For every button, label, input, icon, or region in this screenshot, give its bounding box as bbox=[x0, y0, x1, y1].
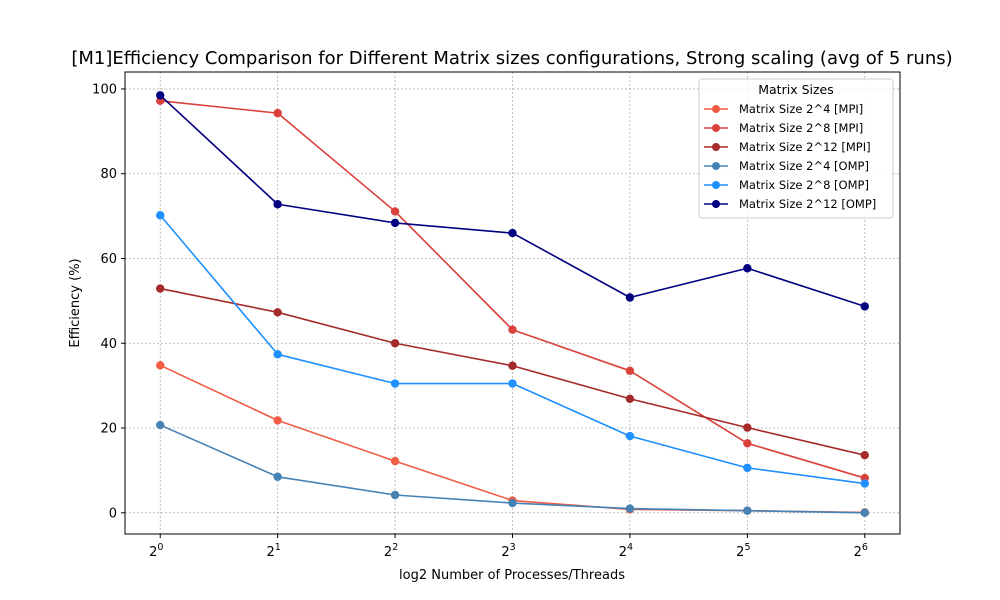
y-axis-ticks: 0 20 40 60 80 100 bbox=[92, 82, 125, 521]
x-tick-label: 25 bbox=[736, 542, 750, 560]
data-point bbox=[390, 339, 400, 348]
series-layer bbox=[156, 91, 869, 518]
series-5 bbox=[156, 211, 869, 488]
legend-label: Matrix Size 2^8 [MPI] bbox=[739, 121, 863, 135]
data-point bbox=[390, 379, 400, 388]
x-tick-label: 26 bbox=[854, 542, 868, 560]
data-point bbox=[273, 308, 282, 317]
legend-item: Matrix Size 2^8 [MPI] bbox=[704, 121, 863, 135]
data-point bbox=[860, 302, 869, 311]
data-point bbox=[273, 350, 282, 359]
data-point bbox=[860, 450, 869, 460]
x-tick-label: 24 bbox=[619, 542, 633, 560]
data-point bbox=[743, 423, 752, 432]
legend-swatch-marker bbox=[712, 181, 720, 189]
data-point bbox=[273, 472, 282, 481]
data-point bbox=[273, 416, 282, 425]
legend-item: Matrix Size 2^8 [OMP] bbox=[704, 178, 869, 192]
legend-item: Matrix Size 2^4 [MPI] bbox=[704, 102, 863, 116]
series-3 bbox=[156, 284, 869, 460]
legend-title: Matrix Sizes bbox=[758, 82, 834, 97]
legend-label: Matrix Size 2^4 [OMP] bbox=[739, 159, 869, 173]
legend-item: Matrix Size 2^12 [OMP] bbox=[704, 197, 876, 211]
y-tick-label: 20 bbox=[100, 422, 117, 437]
y-tick-label: 80 bbox=[100, 167, 117, 182]
legend-item: Matrix Size 2^12 [MPI] bbox=[704, 140, 871, 154]
data-point bbox=[625, 431, 635, 441]
data-point bbox=[743, 506, 752, 515]
legend-swatch-marker bbox=[712, 105, 720, 113]
data-point bbox=[508, 361, 517, 370]
legend: Matrix Sizes Matrix Size 2^4 [MPI]Matrix… bbox=[698, 78, 894, 219]
grid bbox=[125, 72, 900, 534]
x-tick-label: 21 bbox=[266, 542, 280, 560]
y-tick-label: 100 bbox=[92, 82, 117, 97]
data-point bbox=[390, 456, 400, 466]
y-tick-label: 40 bbox=[100, 337, 117, 352]
data-point bbox=[625, 366, 635, 376]
x-tick-label: 22 bbox=[384, 542, 398, 560]
y-axis-label: Efficiency (%) bbox=[68, 258, 83, 347]
data-point bbox=[860, 479, 869, 488]
legend-label: Matrix Size 2^8 [OMP] bbox=[739, 178, 869, 192]
legend-swatch-marker bbox=[712, 143, 720, 151]
data-point bbox=[390, 207, 400, 216]
legend-swatch-marker bbox=[712, 124, 720, 132]
series-4 bbox=[156, 420, 869, 518]
legend-box bbox=[698, 78, 894, 219]
data-point bbox=[508, 498, 517, 508]
data-point bbox=[743, 439, 752, 448]
legend-label: Matrix Size 2^12 [MPI] bbox=[739, 140, 871, 154]
data-point bbox=[743, 463, 752, 473]
series-6 bbox=[156, 91, 869, 311]
data-point bbox=[625, 293, 635, 302]
legend-items: Matrix Size 2^4 [MPI] Matrix Size 2^8 [MP… bbox=[704, 102, 876, 211]
y-tick-label: 0 bbox=[109, 506, 117, 521]
data-point bbox=[156, 211, 165, 220]
data-point bbox=[156, 91, 165, 100]
data-point bbox=[390, 490, 400, 500]
x-tick-label: 20 bbox=[149, 542, 163, 560]
data-point bbox=[508, 379, 517, 388]
data-point bbox=[156, 420, 165, 430]
legend-swatch-marker bbox=[712, 200, 720, 208]
x-axis-label: log2 Number of Processes/Threads bbox=[399, 568, 625, 583]
data-point bbox=[273, 200, 282, 209]
data-point bbox=[156, 361, 165, 370]
data-point bbox=[743, 264, 752, 273]
data-point bbox=[273, 108, 282, 118]
x-tick-label: 23 bbox=[501, 542, 515, 560]
legend-label: Matrix Size 2^12 [OMP] bbox=[739, 197, 876, 211]
data-point bbox=[156, 284, 165, 293]
data-point bbox=[508, 325, 517, 334]
y-tick-label: 60 bbox=[100, 252, 117, 267]
data-point bbox=[625, 394, 635, 403]
legend-item: Matrix Size 2^4 [OMP] bbox=[704, 159, 869, 173]
legend-label: Matrix Size 2^4 [MPI] bbox=[739, 102, 863, 116]
data-point bbox=[508, 228, 517, 238]
data-point bbox=[625, 504, 635, 513]
x-axis-ticks: 20 21 22 23 24 25 26 bbox=[149, 534, 868, 560]
legend-swatch-marker bbox=[712, 162, 720, 170]
chart-title: [M1]Efficiency Comparison for Different … bbox=[71, 48, 952, 69]
data-point bbox=[860, 508, 869, 518]
data-point bbox=[390, 218, 400, 228]
